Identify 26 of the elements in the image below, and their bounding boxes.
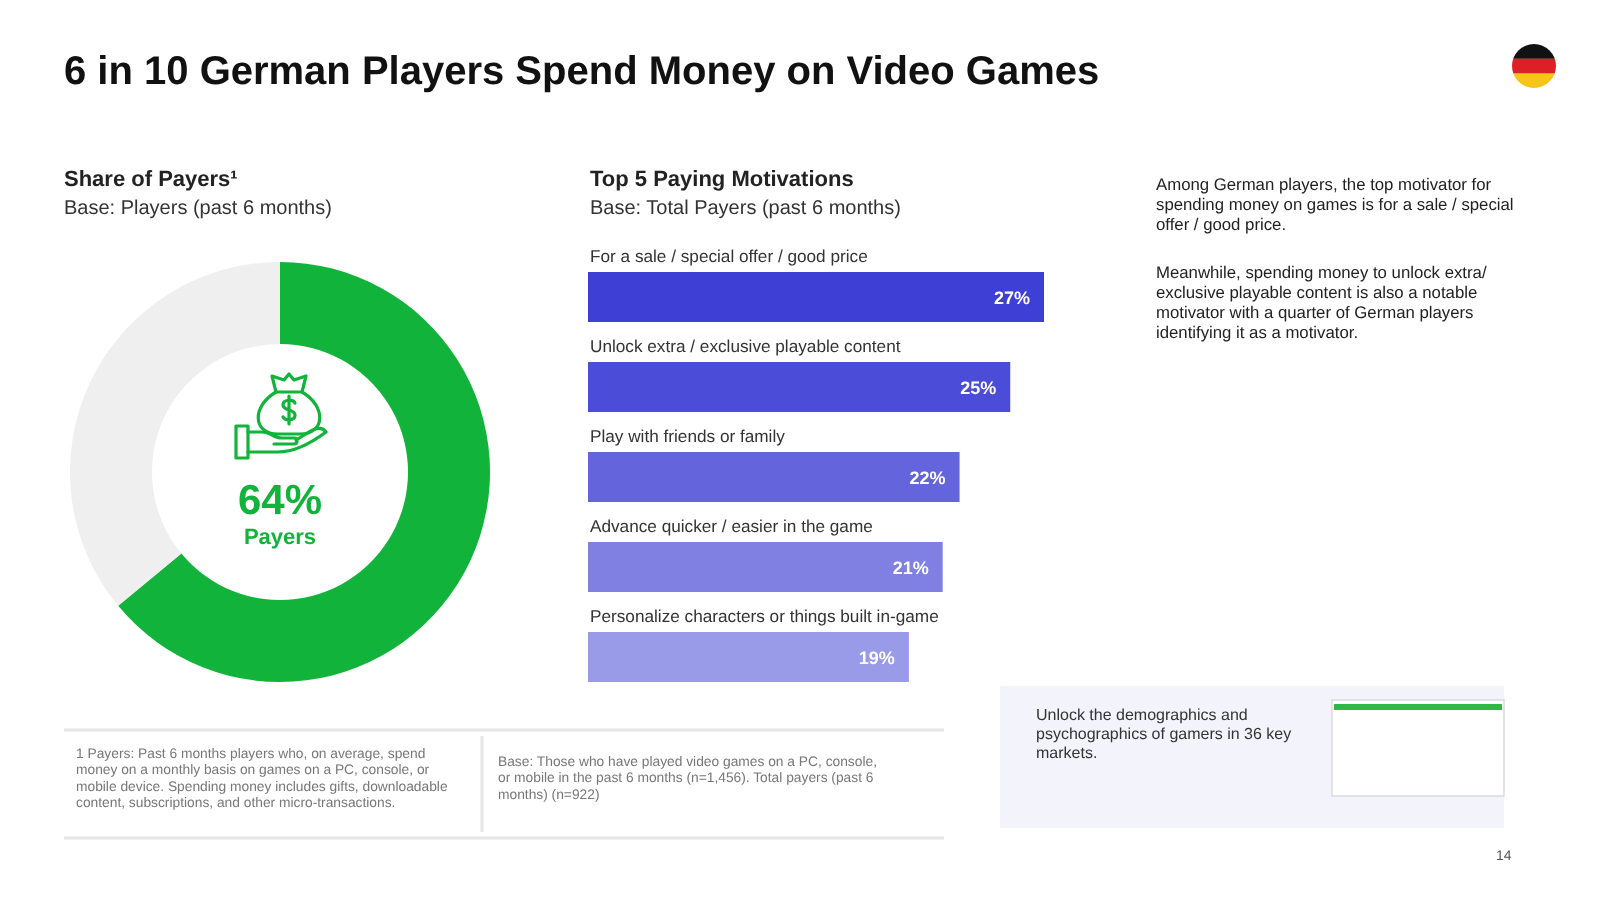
data-label: 25% <box>960 377 997 398</box>
chart-title: Share of Payers¹ <box>64 168 239 192</box>
y-tick-label: Unlock extra / exclusive playable content <box>590 336 902 356</box>
bar <box>588 632 909 682</box>
chart-subtitle: Base: Total Payers (past 6 months) <box>590 198 901 220</box>
bar <box>588 452 960 502</box>
chart-subtitle: Base: Players (past 6 months) <box>64 198 332 220</box>
y-tick-label: For a sale / special offer / good price <box>590 246 869 266</box>
chart-title: Top 5 Paying Motivations <box>590 168 854 192</box>
data-label: 22% <box>909 467 946 488</box>
data-label: 21% <box>892 557 929 578</box>
data-label: 64% <box>237 478 323 524</box>
data-label: 27% <box>993 287 1030 308</box>
y-tick-label: Personalize characters or things built in-game <box>590 606 940 626</box>
text: Among German players, the top motivator for spending money on games is for a sale / special offer / good price. <box>1156 174 1514 234</box>
text: Meanwhile, spending money to unlock extra/ exclusive playable content is also a notable motivator with a quarter of German players identifying it as a motivator. <box>1156 262 1488 342</box>
y-tick-label: Advance quicker / easier in the game <box>590 516 874 536</box>
bar <box>588 272 1044 322</box>
slice-label: Payers <box>243 526 317 550</box>
text: Unlock the demographics and psychographics of gamers in 36 key markets. <box>1036 706 1292 762</box>
bar <box>588 542 943 592</box>
y-tick-label: Play with friends or family <box>590 426 787 446</box>
data-label: 19% <box>858 647 895 668</box>
bar <box>588 362 1011 412</box>
text: 6 in 10 German Players Spend Money on Video Games <box>64 50 1100 94</box>
donut-slice <box>118 262 490 682</box>
